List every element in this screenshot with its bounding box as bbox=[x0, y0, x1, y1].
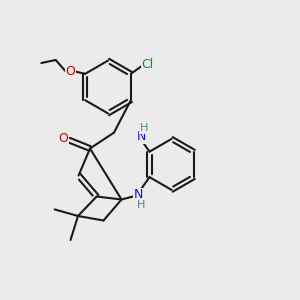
Text: O: O bbox=[58, 132, 68, 145]
Text: H: H bbox=[140, 123, 148, 134]
Text: O: O bbox=[65, 65, 75, 78]
Text: N: N bbox=[133, 188, 143, 202]
Text: N: N bbox=[136, 130, 146, 143]
Text: H: H bbox=[137, 200, 145, 210]
Text: Cl: Cl bbox=[141, 58, 154, 71]
